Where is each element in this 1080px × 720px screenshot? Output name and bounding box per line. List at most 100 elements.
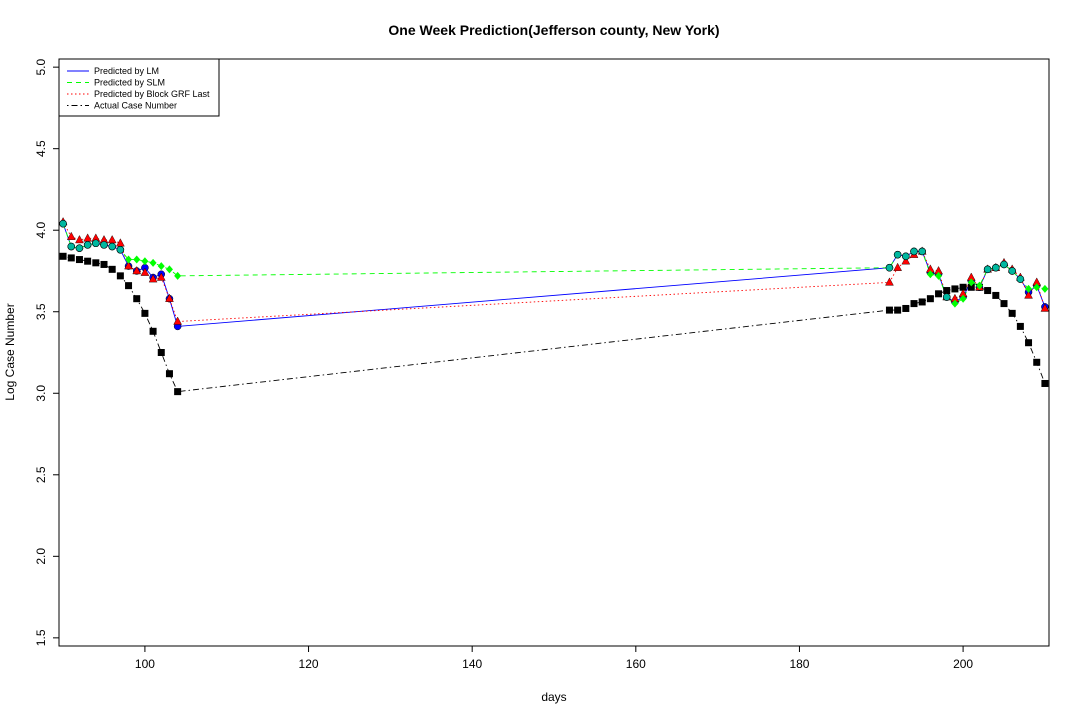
data-point <box>156 272 166 281</box>
data-point <box>1040 303 1050 312</box>
data-point <box>894 306 902 314</box>
chart-title: One Week Prediction(Jefferson county, Ne… <box>388 22 719 38</box>
data-point <box>885 277 894 286</box>
y-tick-label: 2.5 <box>34 466 48 483</box>
data-point <box>149 258 157 267</box>
data-point <box>157 349 165 356</box>
data-point <box>116 272 124 280</box>
data-point <box>174 271 182 280</box>
data-point <box>157 262 165 271</box>
plot-area: 100 120 140 160 180 200 1.5 2.0 2.5 3.0 3.5 4.0 4.5 5… <box>34 58 1050 671</box>
legend-box <box>58 58 220 117</box>
data-point <box>75 256 83 264</box>
data-point <box>141 309 149 317</box>
data-point <box>84 257 92 265</box>
data-point <box>926 270 934 279</box>
data-point <box>893 262 902 271</box>
data-point <box>116 245 125 254</box>
data-point <box>140 267 150 276</box>
data-point <box>942 293 951 301</box>
data-point <box>918 298 926 306</box>
x-axis-label: days <box>541 690 566 704</box>
x-tick-label: 180 <box>789 657 809 671</box>
data-point <box>983 265 992 274</box>
y-axis-label: Log Case Number <box>3 303 17 400</box>
data-point <box>1041 284 1049 293</box>
data-point <box>108 265 116 273</box>
data-point <box>951 285 959 293</box>
data-point <box>59 252 67 260</box>
data-point <box>67 254 75 262</box>
data-point <box>935 271 943 280</box>
data-point <box>1008 309 1016 317</box>
data-point <box>133 295 141 303</box>
data-point <box>174 388 182 396</box>
data-point <box>1025 339 1033 347</box>
data-point <box>124 261 133 270</box>
data-point <box>148 274 158 283</box>
data-point <box>107 235 117 244</box>
data-point <box>902 252 910 261</box>
data-point <box>967 278 975 287</box>
data-point <box>75 235 84 244</box>
data-point <box>149 327 157 335</box>
data-point <box>92 259 100 267</box>
data-point <box>975 281 983 290</box>
data-point <box>1008 267 1016 275</box>
y-tick-label: 3.0 <box>34 385 48 402</box>
data-point <box>1041 379 1049 387</box>
x-tick-label: 140 <box>462 657 482 671</box>
legend-label: Actual Case Number <box>94 101 177 111</box>
legend: Predicted by LM Predicted by SLMPredicted… <box>58 58 220 117</box>
data-point <box>83 233 92 242</box>
data-point <box>910 300 918 308</box>
data-point <box>935 290 943 298</box>
data-point <box>141 257 149 266</box>
y-tick-label: 5.0 <box>34 58 48 75</box>
data-point <box>66 231 76 240</box>
data-point <box>967 283 975 291</box>
data-point <box>992 291 1000 299</box>
legend-label: Predicted by LM <box>94 66 159 76</box>
data-point <box>173 316 182 325</box>
data-point <box>902 304 910 312</box>
data-point <box>59 219 67 228</box>
data-point <box>108 242 116 251</box>
y-tick-label: 4.5 <box>34 140 48 157</box>
data-point <box>165 293 174 302</box>
y-tick-label: 3.5 <box>34 303 48 320</box>
data-point <box>1000 300 1008 308</box>
data-point <box>1025 284 1033 293</box>
data-point <box>133 255 141 264</box>
data-point <box>125 255 133 264</box>
x-tick-label: 100 <box>135 657 155 671</box>
data-point <box>100 241 108 249</box>
data-point <box>918 247 926 256</box>
data-point <box>132 266 142 275</box>
data-point <box>885 306 893 314</box>
data-point <box>1000 260 1008 269</box>
data-point <box>992 263 1000 272</box>
data-point <box>75 244 84 252</box>
data-point <box>83 241 92 249</box>
data-point <box>885 263 894 272</box>
data-point <box>1024 290 1033 299</box>
legend-label: Predicted by SLM <box>94 78 165 88</box>
y-tick-label: 4.0 <box>34 222 48 239</box>
data-point <box>893 250 902 259</box>
data-point <box>1016 275 1025 283</box>
y-tick-label: 2.0 <box>34 548 48 565</box>
data-point <box>959 283 967 291</box>
data-point <box>67 242 76 251</box>
data-point <box>959 294 967 303</box>
data-point <box>125 282 133 290</box>
x-tick-label: 160 <box>626 657 646 671</box>
data-point <box>951 299 959 308</box>
data-point <box>1016 322 1024 330</box>
data-point <box>165 370 173 378</box>
data-point <box>901 256 911 265</box>
series-markers <box>59 252 1049 396</box>
data-point <box>165 265 173 274</box>
plot-frame <box>58 58 1050 647</box>
